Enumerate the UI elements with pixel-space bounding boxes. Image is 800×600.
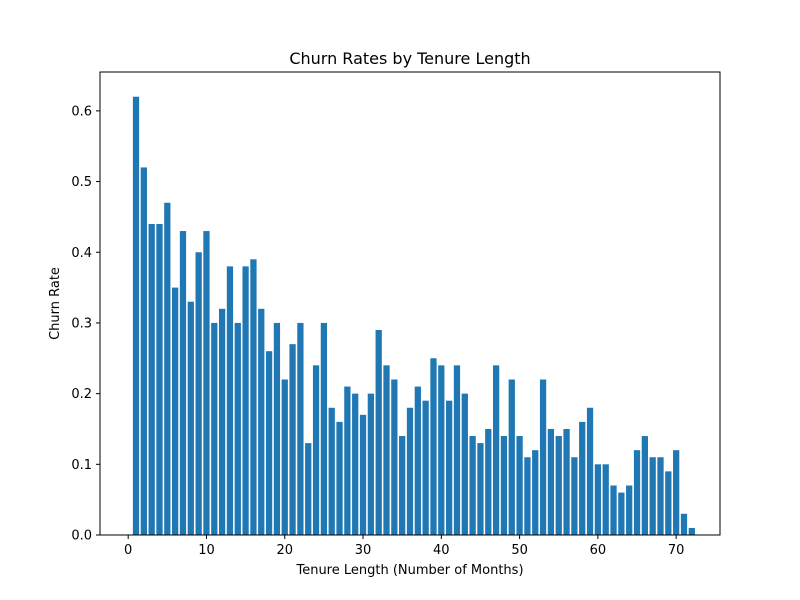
bar-tenure-24: [312, 365, 320, 535]
bar-tenure-2: [140, 167, 147, 535]
bar-tenure-65: [633, 450, 641, 535]
bar-tenure-67: [649, 457, 656, 535]
bar-tenure-29: [352, 393, 359, 535]
bar-tenure-31: [367, 393, 374, 535]
bar-tenure-54: [547, 428, 555, 535]
bar-tenure-32: [375, 330, 382, 535]
bar-tenure-39: [430, 358, 437, 535]
bar-tenure-47: [492, 365, 500, 535]
y-tick-label: 0.1: [71, 458, 92, 473]
y-axis: 0.0 0.1 0.2 0.3 0.4 0.5 0.6: [71, 104, 100, 544]
bar-tenure-57: [571, 457, 578, 535]
bar-tenure-61: [602, 464, 609, 535]
bar-tenure-17: [258, 308, 265, 535]
x-axis: 0 10 20 30 40 50 60 70: [124, 535, 684, 558]
bar-tenure-4: [156, 223, 163, 536]
bar-tenure-36: [406, 407, 414, 535]
bar-tenure-66: [641, 436, 648, 535]
x-tick-label: 40: [433, 543, 450, 558]
x-tick-label: 20: [276, 543, 293, 558]
bar-tenure-35: [399, 436, 406, 535]
chart-title: Churn Rates by Tenure Length: [289, 49, 530, 68]
bar-tenure-19: [273, 322, 281, 535]
bar-tenure-23: [305, 443, 312, 535]
bar-tenure-12: [218, 308, 226, 535]
bar-tenure-45: [477, 443, 484, 535]
bar-tenure-26: [328, 407, 335, 535]
bar-tenure-15: [242, 266, 249, 535]
x-tick-label: 60: [590, 543, 607, 558]
x-tick-label: 0: [124, 543, 132, 558]
bar-tenure-55: [555, 436, 562, 535]
bars-group: [132, 96, 695, 536]
y-tick-label: 0.0: [71, 529, 92, 544]
bar-tenure-46: [485, 428, 492, 535]
bar-tenure-69: [665, 471, 672, 535]
bar-tenure-60: [594, 464, 602, 535]
bar-tenure-64: [626, 485, 633, 535]
bar-tenure-25: [320, 322, 328, 535]
bar-tenure-11: [211, 322, 218, 535]
bar-tenure-33: [383, 365, 390, 535]
bar-tenure-37: [414, 386, 421, 535]
bar-tenure-21: [289, 344, 296, 535]
bar-tenure-71: [680, 513, 688, 535]
y-tick-label: 0.4: [71, 246, 92, 261]
bar-tenure-42: [453, 365, 461, 535]
plot-frame: [99, 71, 721, 536]
bar-tenure-62: [610, 485, 617, 535]
bar-tenure-6: [172, 287, 179, 535]
bar-tenure-1: [132, 96, 140, 536]
bar-tenure-18: [265, 351, 273, 535]
bar-tenure-14: [234, 322, 241, 535]
bar-tenure-50: [516, 436, 523, 535]
y-tick-label: 0.6: [71, 104, 92, 119]
bar-tenure-20: [281, 379, 288, 535]
bar-tenure-52: [532, 450, 539, 535]
y-tick-label: 0.2: [71, 387, 92, 402]
bar-tenure-49: [508, 379, 515, 535]
y-tick-label: 0.3: [71, 316, 92, 331]
bar-tenure-9: [195, 252, 202, 535]
bar-tenure-51: [524, 457, 531, 535]
bar-tenure-5: [164, 202, 171, 535]
bar-tenure-3: [148, 223, 155, 536]
bar-tenure-34: [391, 379, 398, 535]
bar-tenure-43: [461, 393, 468, 535]
x-axis-title: Tenure Length (Number of Months): [295, 563, 523, 578]
y-tick-label: 0.5: [71, 175, 92, 190]
bar-tenure-72: [688, 527, 695, 535]
bar-tenure-28: [344, 386, 351, 535]
x-tick-label: 30: [355, 543, 372, 558]
bar-tenure-10: [203, 231, 210, 536]
bar-tenure-48: [500, 436, 508, 535]
bar-tenure-7: [179, 231, 187, 536]
bar-tenure-30: [359, 414, 367, 535]
bar-tenure-38: [422, 400, 429, 535]
bar-tenure-63: [618, 492, 625, 535]
x-tick-label: 70: [668, 543, 685, 558]
x-tick-label: 50: [511, 543, 528, 558]
bar-tenure-58: [579, 421, 586, 535]
bar-tenure-41: [446, 400, 453, 535]
bar-tenure-8: [187, 301, 194, 535]
bar-tenure-68: [657, 457, 664, 535]
bar-tenure-56: [563, 428, 570, 535]
bar-tenure-53: [539, 379, 547, 535]
bar-tenure-13: [226, 266, 234, 535]
bar-tenure-44: [469, 436, 476, 535]
y-axis-title: Churn Rate: [48, 267, 63, 340]
bar-tenure-59: [586, 407, 594, 535]
bar-tenure-70: [673, 450, 680, 535]
bar-tenure-22: [297, 322, 304, 535]
bar-tenure-16: [250, 259, 257, 535]
bar-tenure-40: [438, 365, 445, 535]
x-tick-label: 10: [198, 543, 215, 558]
bar-tenure-27: [336, 421, 343, 535]
